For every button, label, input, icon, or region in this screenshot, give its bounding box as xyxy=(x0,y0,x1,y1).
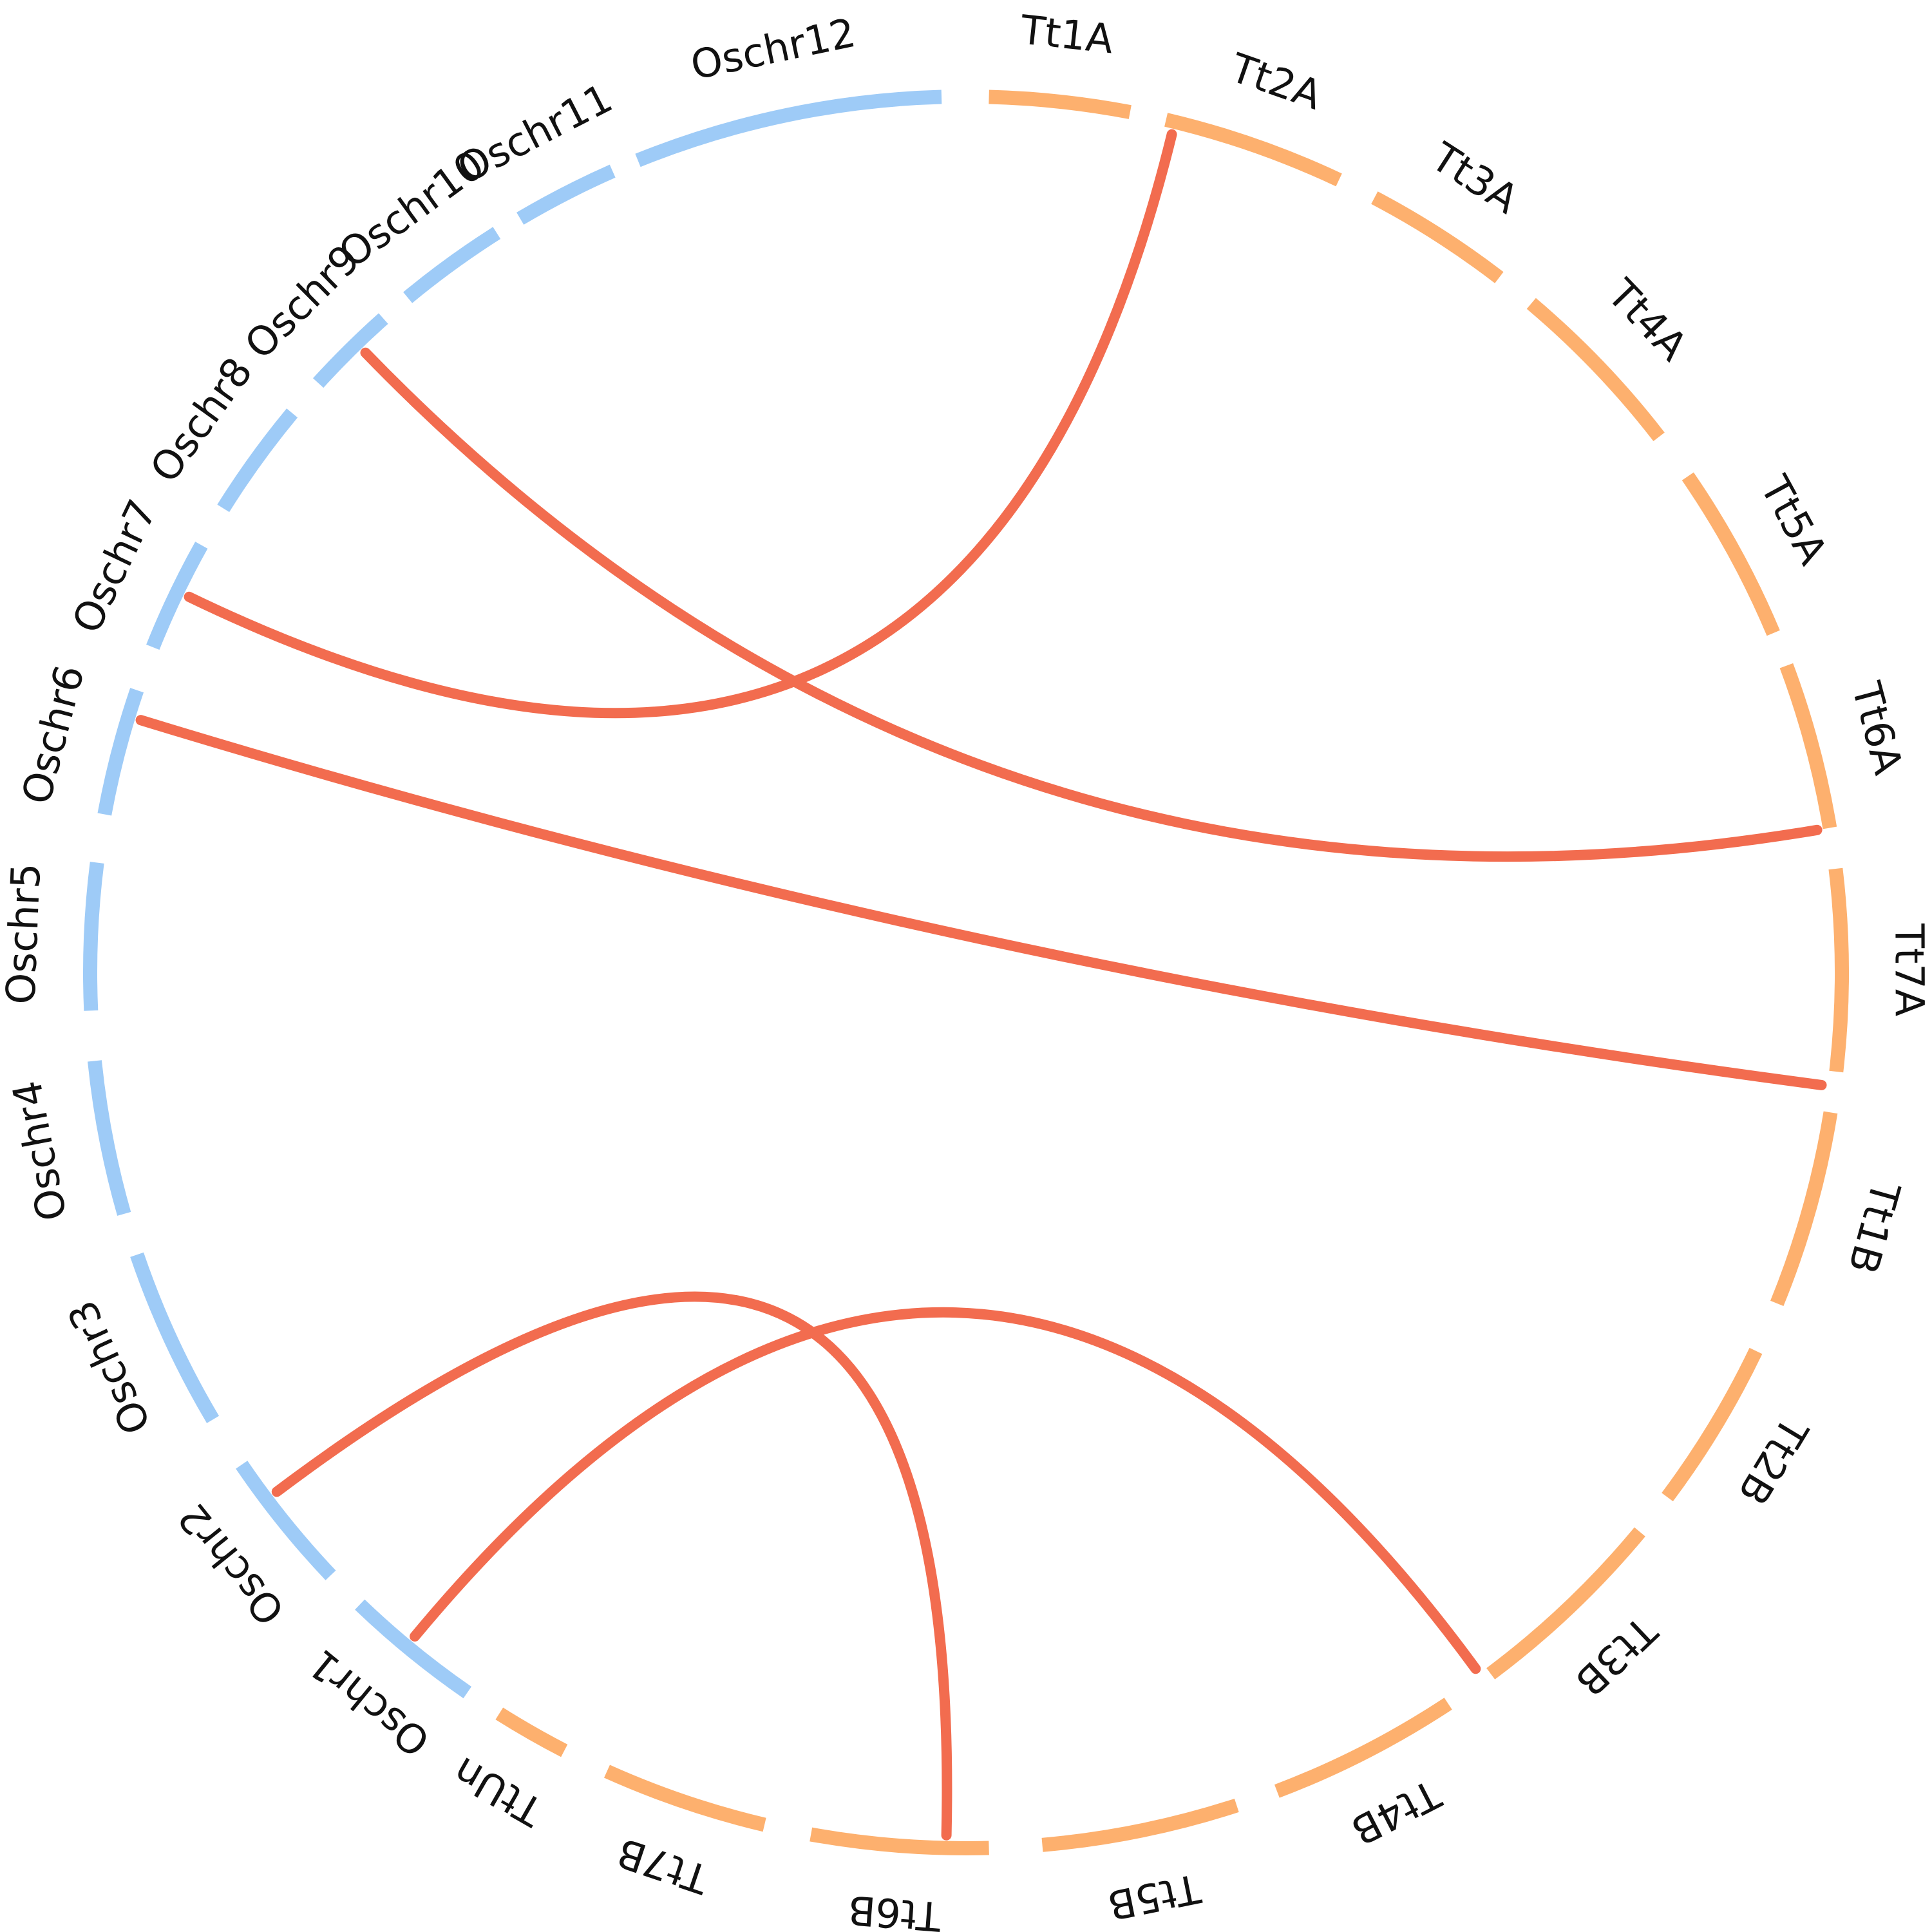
chromosome-segment-tt1b xyxy=(1770,1111,1838,1307)
chromosome-label-oschr6: Oschr6 xyxy=(12,660,93,809)
chromosome-segment-oschr8 xyxy=(217,408,298,513)
chromosome-segment-oschr3 xyxy=(130,1252,220,1423)
chromosome-label-tt3b: Tt3B xyxy=(1566,1607,1667,1705)
link-oschr6-tt7a xyxy=(135,715,1827,1090)
link-oschr9-tt6a xyxy=(360,347,1823,862)
chromosome-label-tt2b: Tt2B xyxy=(1729,1408,1818,1513)
chromosome-ring xyxy=(82,90,1849,1855)
chromosome-label-tt5b: Tt5B xyxy=(1104,1864,1205,1929)
chromosome-label-tt6a: Tt6A xyxy=(1842,677,1912,779)
chromosome-segment-tt6a xyxy=(1779,663,1837,829)
chromosome-label-oschr3: Oschr3 xyxy=(59,1293,160,1441)
chromosome-segment-tt2b xyxy=(1662,1347,1763,1502)
chromosome-label-tt7b: Tt7B xyxy=(611,1829,715,1904)
chromosome-label-tt2a: Tt2A xyxy=(1224,44,1328,119)
chromosome-segment-tt5a xyxy=(1681,472,1780,636)
chromosome-segment-oschr10 xyxy=(403,227,501,303)
chromosome-segment-tt1a xyxy=(989,90,1132,119)
chromosome-segment-oschr5 xyxy=(82,862,104,1011)
chromosome-segment-tt4b xyxy=(1274,1698,1452,1798)
chromosome-segment-tt4a xyxy=(1526,298,1665,442)
chromosome-segment-oschr7 xyxy=(146,542,208,650)
chromosome-label-tt7a: Tt7A xyxy=(1886,923,1932,1016)
chromosome-segment-oschr1 xyxy=(355,1599,472,1699)
chromosome-label-oschr7: Oschr7 xyxy=(63,493,166,640)
chromosome-segment-oschr2 xyxy=(236,1461,336,1580)
chromosome-label-tt4a: Tt4A xyxy=(1598,270,1696,370)
chromosome-segment-oschr4 xyxy=(88,1060,131,1216)
chromosome-label-tt1a: Tt1A xyxy=(1018,6,1115,62)
chromosome-segment-tt3a xyxy=(1371,191,1504,283)
chromosome-segment-oschr11 xyxy=(516,164,616,225)
chromosome-labels: Tt1A Tt2A Tt3A Tt4A Tt5A Tt6A Tt7A Tt1B Tt2B Tt3B… xyxy=(0,6,1932,1932)
chromosome-label-tt1b: Tt1B xyxy=(1839,1176,1910,1279)
chromosome-label-tt5a: Tt5A xyxy=(1751,468,1837,572)
chromosome-segment-tt6b xyxy=(810,1827,989,1855)
chromosome-segment-tt7b xyxy=(603,1765,766,1832)
link-oschr2-tt6b xyxy=(271,1291,952,1841)
chromosome-label-oschr5: Oschr5 xyxy=(0,862,50,1005)
chromosome-label-tt3a: Tt3A xyxy=(1423,133,1527,223)
link-oschr1-tt3b xyxy=(410,1307,1481,1674)
chromosome-segment-tt3b xyxy=(1486,1527,1645,1680)
chromosome-label-oschr12: Oschr12 xyxy=(687,9,859,89)
chromosome-segment-tt7a xyxy=(1828,867,1849,1073)
chromosome-label-oschr4: Oschr4 xyxy=(3,1077,76,1224)
chromosome-segment-oschr12 xyxy=(635,90,942,167)
chromosome-segment-tt5b xyxy=(1041,1798,1239,1852)
chromosome-segment-ttun xyxy=(495,1707,568,1757)
chromosome-label-ttun: TtUn xyxy=(445,1748,551,1836)
link-tt2a-oschr7 xyxy=(184,129,1177,719)
chromosome-segment-tt2a xyxy=(1164,113,1342,187)
chromosome-label-tt4b: Tt4B xyxy=(1344,1770,1448,1854)
chromosome-segment-oschr6 xyxy=(97,688,144,816)
synteny-links xyxy=(135,129,1827,1841)
chromosome-label-tt6b: Tt6B xyxy=(846,1886,943,1932)
chromosome-segment-oschr9 xyxy=(312,313,388,388)
